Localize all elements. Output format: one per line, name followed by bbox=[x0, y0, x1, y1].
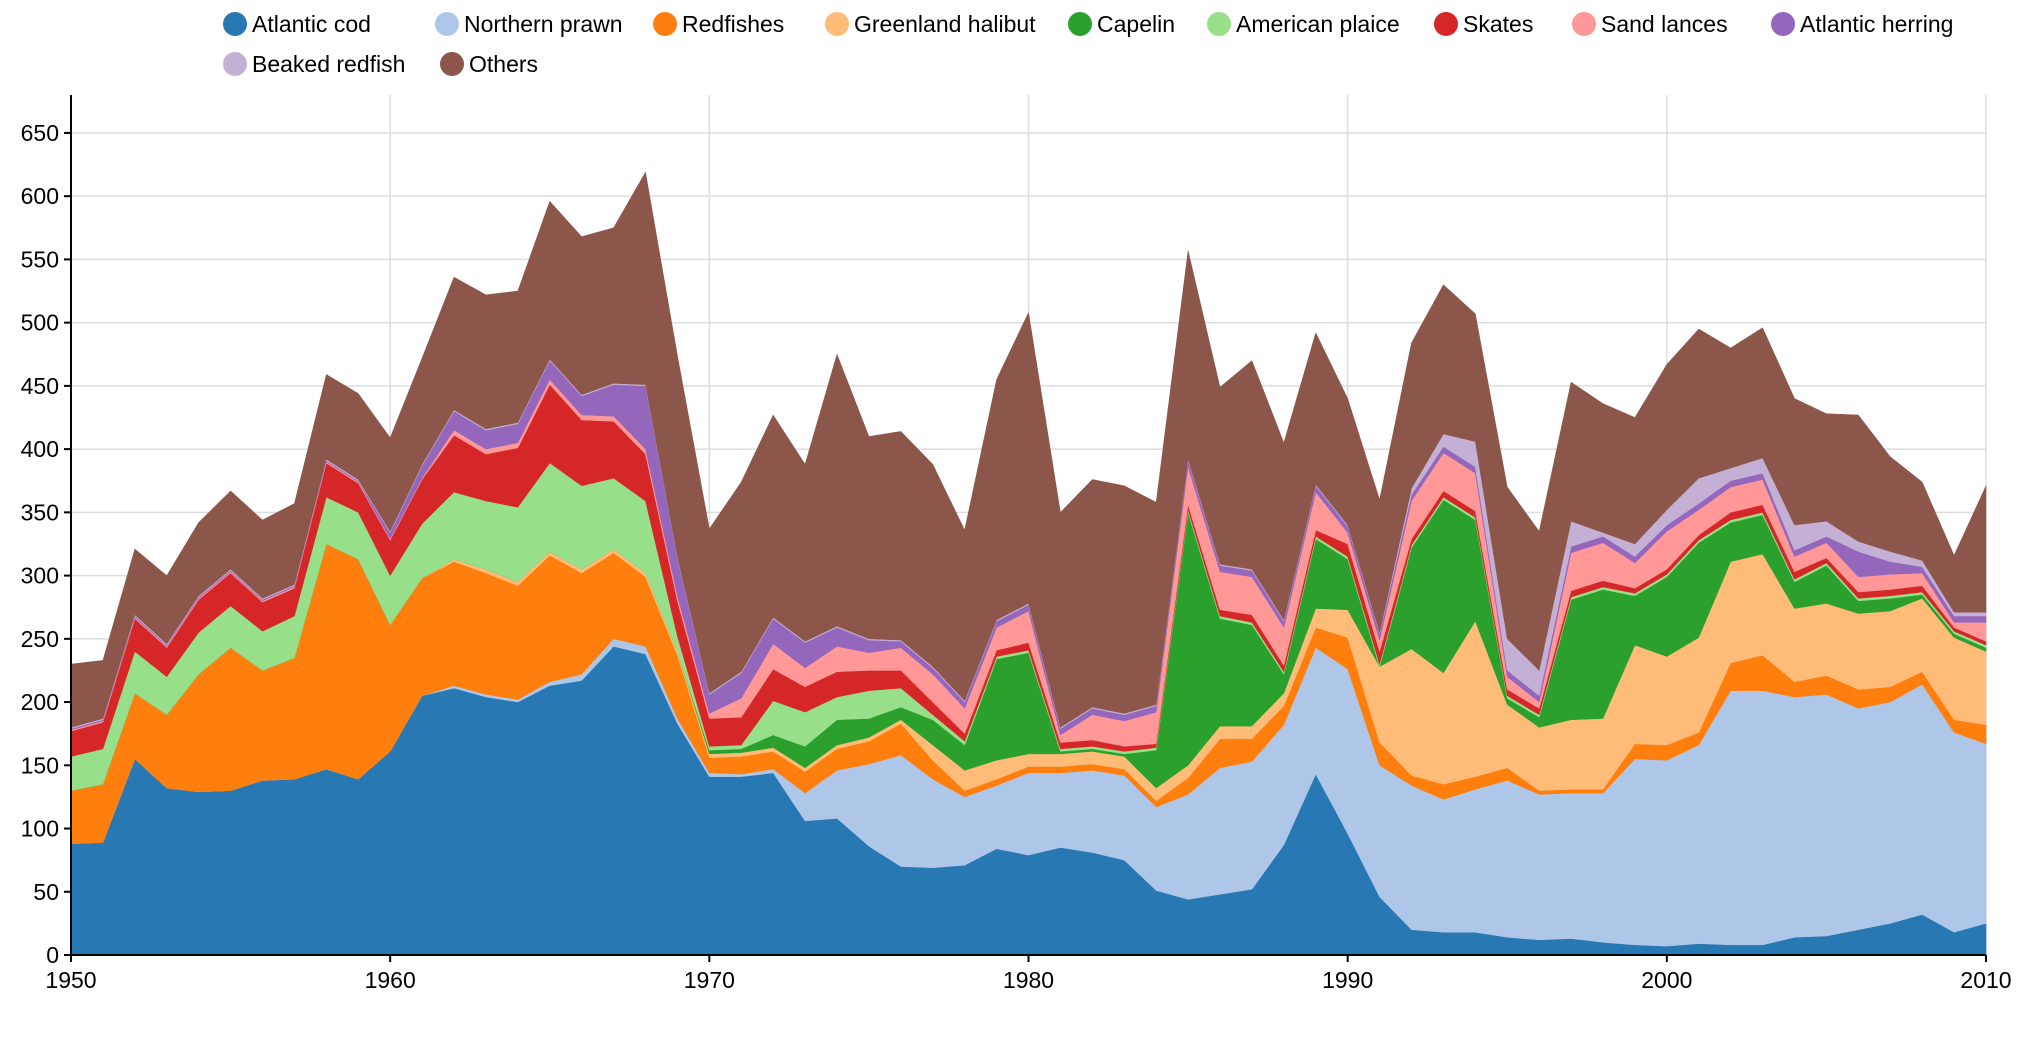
legend-swatch-sand-lances bbox=[1572, 12, 1596, 36]
legend-label-beaked-redfish: Beaked redfish bbox=[252, 51, 405, 77]
x-tick-label: 1950 bbox=[45, 967, 96, 993]
legend-swatch-others bbox=[440, 52, 464, 76]
y-tick-label: 550 bbox=[21, 246, 59, 272]
legend-label-american-plaice: American plaice bbox=[1236, 11, 1400, 37]
y-tick-label: 350 bbox=[21, 499, 59, 525]
legend-swatch-skates bbox=[1434, 12, 1458, 36]
y-tick-label: 0 bbox=[46, 942, 59, 968]
y-tick-label: 500 bbox=[21, 310, 59, 336]
y-tick-label: 200 bbox=[21, 689, 59, 715]
legend-label-atlantic-cod: Atlantic cod bbox=[252, 11, 371, 37]
x-tick-label: 2000 bbox=[1641, 967, 1692, 993]
legend: Atlantic cod Northern prawn Redfishes Green… bbox=[223, 11, 1953, 77]
plot-area bbox=[70, 171, 1987, 956]
legend-swatch-redfishes bbox=[653, 12, 677, 36]
legend-swatch-greenland-halibut bbox=[825, 12, 849, 36]
legend-label-capelin: Capelin bbox=[1097, 11, 1175, 37]
legend-label-skates: Skates bbox=[1463, 11, 1533, 37]
y-tick-label: 250 bbox=[21, 626, 59, 652]
y-tick-label: 400 bbox=[21, 436, 59, 462]
legend-swatch-capelin bbox=[1068, 12, 1092, 36]
y-tick-label: 450 bbox=[21, 373, 59, 399]
y-tick-label: 650 bbox=[21, 120, 59, 146]
x-tick-label: 1960 bbox=[365, 967, 416, 993]
y-tick-label: 600 bbox=[21, 183, 59, 209]
x-tick-label: 1980 bbox=[1003, 967, 1054, 993]
legend-label-atlantic-herring: Atlantic herring bbox=[1800, 11, 1953, 37]
legend-swatch-atlantic-herring bbox=[1771, 12, 1795, 36]
legend-label-others: Others bbox=[469, 51, 538, 77]
x-tick-label: 1970 bbox=[684, 967, 735, 993]
y-tick-label: 100 bbox=[21, 816, 59, 842]
x-tick-label: 1990 bbox=[1322, 967, 1373, 993]
legend-label-redfishes: Redfishes bbox=[682, 11, 784, 37]
legend-label-greenland-halibut: Greenland halibut bbox=[854, 11, 1036, 37]
legend-swatch-atlantic-cod bbox=[223, 12, 247, 36]
legend-swatch-northern-prawn bbox=[435, 12, 459, 36]
axes: 0 50 100 150 200 250 300 350 400 450 500 550 600 650 1… bbox=[21, 95, 2012, 993]
legend-swatch-beaked-redfish bbox=[223, 52, 247, 76]
x-tick-label: 2010 bbox=[1960, 967, 2011, 993]
area-others bbox=[70, 171, 1987, 728]
legend-label-northern-prawn: Northern prawn bbox=[464, 11, 623, 37]
legend-label-sand-lances: Sand lances bbox=[1601, 11, 1728, 37]
y-tick-label: 50 bbox=[33, 879, 59, 905]
y-tick-label: 150 bbox=[21, 752, 59, 778]
legend-swatch-american-plaice bbox=[1207, 12, 1231, 36]
y-tick-label: 300 bbox=[21, 563, 59, 589]
